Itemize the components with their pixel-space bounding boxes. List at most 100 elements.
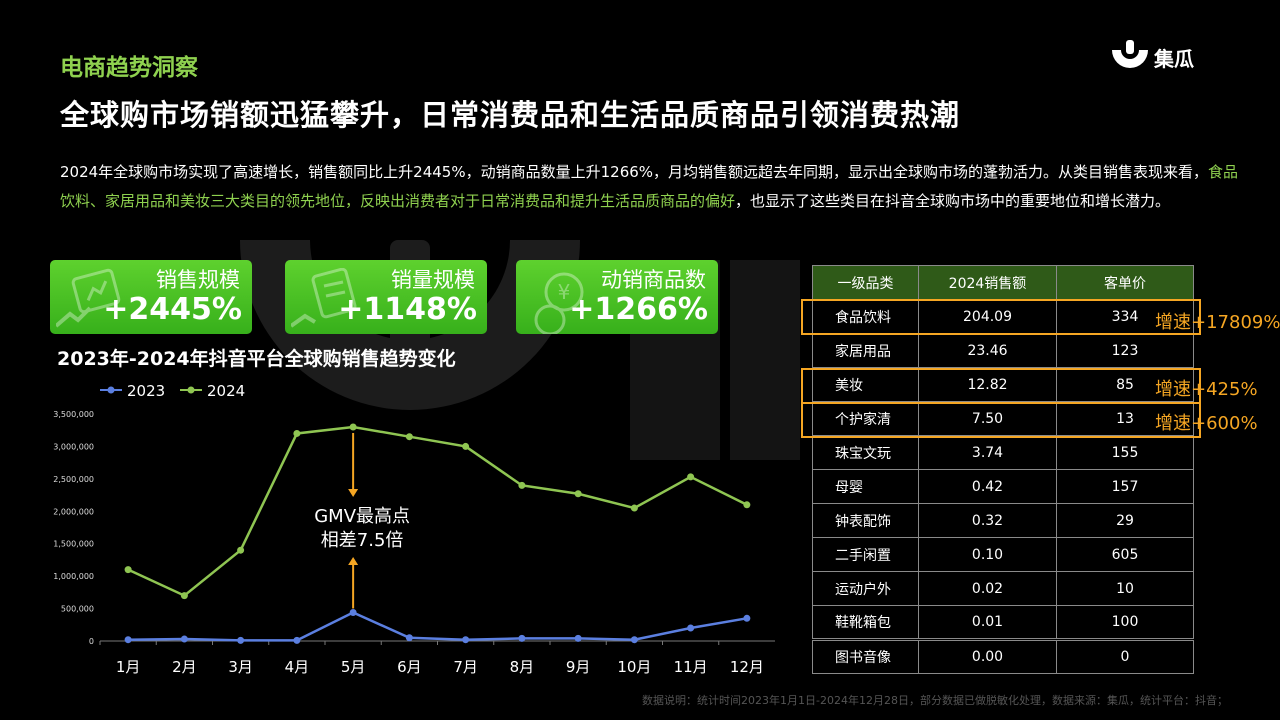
table-cell: 0.10 [918,537,1057,572]
yen-coin-icon: ¥ [534,272,584,334]
table-header-cell: 2024销售额 [918,265,1057,300]
x-tick-label: 9月 [566,658,591,676]
svg-text:¥: ¥ [558,280,571,304]
table-cell: 美妆 [812,367,919,402]
table-cell: 155 [1056,435,1194,470]
intro-text-part1: 2024年全球购市场实现了高速增长，销售额同比上升2445%，动销商品数量上升1… [60,163,1209,181]
table-cell: 29 [1056,503,1194,538]
table-cell: 家居用品 [812,333,919,368]
table-cell: 3.74 [918,435,1057,470]
table-cell: 10 [1056,571,1194,606]
table-row: 个护家清 7.50 13 [812,401,1194,436]
x-tick-label: 5月 [341,658,366,676]
series-line-2024 [127,425,748,598]
kpi-value: +1266% [569,292,708,327]
x-tick-label: 2月 [172,658,197,676]
table-cell: 运动户外 [812,571,919,606]
annotation-arrowhead-up [348,557,359,565]
y-tick-label: 1,000,000 [53,572,94,581]
annotation-text: GMV最高点 [314,506,410,527]
y-tick-label: 2,000,000 [53,507,94,516]
annotation-arrowhead-down [348,489,359,497]
data-point-2024 [405,433,413,441]
kpi-value: +1148% [338,292,477,327]
data-point-2023 [574,634,582,642]
table-cell: 7.50 [918,401,1057,436]
growth-label: 增速+425% [1155,379,1258,400]
table-row: 图书音像 0.00 0 [812,638,1194,674]
legend-marker [187,386,195,394]
table-row: 运动户外 0.02 10 [812,571,1194,606]
y-tick-label: 500,000 [61,605,94,614]
intro-text-part2: ，也显示了这些类目在抖音全球购市场中的重要地位和增长潜力。 [735,192,1171,210]
table-cell: 23.46 [918,333,1057,368]
table-row: 母婴 0.42 157 [812,469,1194,504]
data-point-2024 [293,429,301,437]
y-tick-label: 2,500,000 [53,475,94,484]
table-cell: 图书音像 [812,638,919,674]
data-point-2024 [574,490,582,498]
receipt-icon [291,268,357,328]
x-tick-label: 8月 [510,658,535,676]
table-cell: 母婴 [812,469,919,504]
table-cell: 鞋靴箱包 [812,605,919,640]
y-tick-label: 3,000,000 [53,442,94,451]
legend-marker [107,386,115,394]
table-row: 珠宝文玩 3.74 155 [812,435,1194,470]
x-tick-label: 3月 [228,658,253,676]
data-point-2024 [462,442,470,450]
table-cell: 食品饮料 [812,299,919,334]
intro-highlight: 食品饮料、家居用品和美妆三大类目的领先地位，反映出消费者对于日常消费品和提升生活… [60,163,1239,210]
table-row: 鞋靴箱包 0.01 100 [812,605,1194,640]
table-header-row: 一级品类 2024销售额 客单价 [812,265,1194,300]
table-cell: 12.82 [918,367,1057,402]
table-cell: 0.42 [918,469,1057,504]
table-cell: 珠宝文玩 [812,435,919,470]
data-point-2023 [743,614,751,622]
data-point-2023 [349,608,357,616]
kpi-card-volume: 销量规模 +1148% [285,260,487,334]
kpi-label: 动销商品数 [601,268,706,292]
jigua-logo-icon [1112,40,1148,68]
table-row: 钟表配饰 0.32 29 [812,503,1194,538]
growth-label: 增速+17809% [1155,312,1280,333]
data-point-2023 [237,636,245,644]
table-cell: 二手闲置 [812,537,919,572]
data-point-2023 [518,634,526,642]
table-cell: 0.01 [918,605,1057,640]
data-point-2023 [124,636,132,644]
x-tick-label: 10月 [617,658,651,676]
intro-paragraph: 2024年全球购市场实现了高速增长，销售额同比上升2445%，动销商品数量上升1… [60,158,1250,216]
table-cell: 0.02 [918,571,1057,606]
x-tick-label: 7月 [453,658,478,676]
data-point-2024 [237,546,245,554]
x-tick-label: 12月 [730,658,764,676]
brand-logo: 集瓜 [1110,40,1194,74]
data-point-2024 [630,504,638,512]
table-cell: 0 [1056,638,1194,674]
legend-label: 2023 [127,382,165,400]
table-header-cell: 一级品类 [812,265,919,300]
growth-label: 增速+600% [1155,413,1258,434]
kpi-label: 销量规模 [391,268,475,292]
table-cell: 0.00 [918,638,1057,674]
data-point-2024 [124,566,132,574]
table-cell: 204.09 [918,299,1057,334]
kpi-value: +2445% [103,292,242,327]
x-tick-label: 11月 [674,658,708,676]
chart-title: 2023年-2024年抖音平台全球购销售趋势变化 [57,348,456,370]
kpi-card-sales: 销售规模 +2445% [50,260,252,334]
data-point-2024 [349,423,357,431]
table-cell: 157 [1056,469,1194,504]
annotation-text: 相差7.5倍 [321,530,404,551]
table-cell: 123 [1056,333,1194,368]
data-point-2023 [180,635,188,643]
table-cell: 100 [1056,605,1194,640]
data-point-2024 [743,501,751,509]
x-tick-label: 4月 [285,658,310,676]
x-tick-label: 1月 [116,658,141,676]
y-tick-label: 0 [89,637,94,646]
table-cell: 钟表配饰 [812,503,919,538]
page-title: 全球购市场销额迅猛攀升，日常消费品和生活品质商品引领消费热潮 [60,98,961,132]
kpi-card-active-products: ¥ 动销商品数 +1266% [516,260,718,334]
